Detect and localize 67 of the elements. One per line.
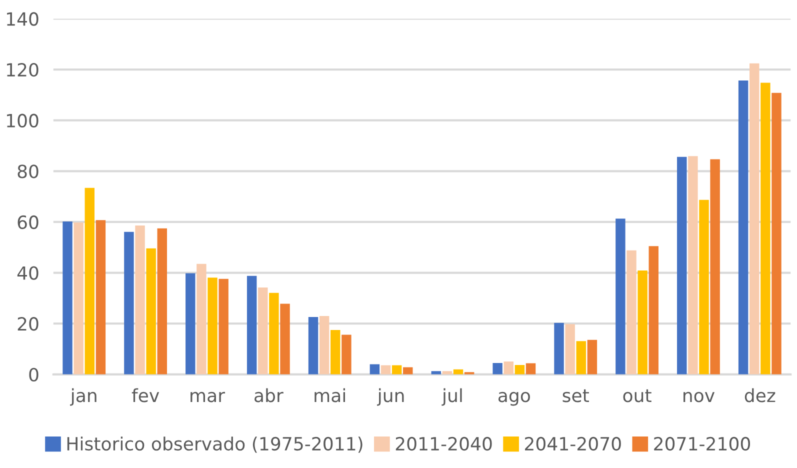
bar bbox=[738, 80, 748, 374]
bar bbox=[514, 365, 525, 374]
y-tick-label: 100 bbox=[7, 114, 38, 128]
bar bbox=[186, 273, 196, 374]
bar bbox=[492, 362, 502, 374]
bar bbox=[135, 226, 145, 374]
y-tick-label: 80 bbox=[18, 164, 38, 178]
x-tick-label: jan bbox=[70, 388, 96, 406]
bar bbox=[576, 341, 586, 374]
bar bbox=[84, 188, 95, 374]
bar bbox=[330, 330, 340, 374]
bar bbox=[218, 278, 228, 374]
bar bbox=[319, 316, 330, 374]
bar bbox=[616, 218, 626, 374]
bar bbox=[74, 222, 84, 374]
x-tick-label: mai bbox=[314, 388, 345, 402]
bar bbox=[124, 232, 134, 374]
bar bbox=[196, 264, 206, 374]
y-tick-label: 60 bbox=[18, 215, 38, 230]
y-tick-label: 40 bbox=[17, 266, 38, 280]
x-tick-label: nov bbox=[684, 392, 715, 402]
bar bbox=[710, 159, 720, 374]
x-tick-label: out bbox=[623, 389, 652, 402]
bar bbox=[62, 221, 72, 374]
bar bbox=[280, 304, 290, 374]
x-tick-label: jun bbox=[377, 388, 404, 406]
bar bbox=[380, 365, 391, 374]
y-tick-label: 20 bbox=[18, 317, 38, 331]
y-tick-label: 140 bbox=[7, 12, 38, 26]
x-tick-label: mar bbox=[190, 392, 226, 402]
x-tick-label: dez bbox=[744, 388, 776, 402]
bar bbox=[638, 270, 648, 374]
bar bbox=[308, 316, 318, 374]
bar bbox=[772, 92, 782, 374]
x-tick-label: fev bbox=[132, 388, 160, 402]
bar bbox=[392, 365, 402, 374]
bar bbox=[626, 250, 636, 374]
legend-label: Historico observado (1975-2011) bbox=[67, 436, 362, 453]
legend-label: 2041-2070 bbox=[525, 436, 621, 451]
bar bbox=[269, 292, 279, 374]
bar bbox=[750, 63, 760, 374]
y-tick-label: 0 bbox=[29, 368, 38, 382]
bar bbox=[96, 220, 106, 374]
bar bbox=[677, 156, 687, 374]
bar bbox=[146, 248, 156, 374]
bar bbox=[554, 322, 564, 374]
bar bbox=[157, 228, 168, 374]
bar bbox=[246, 276, 257, 374]
bar bbox=[370, 364, 380, 374]
bar bbox=[699, 200, 709, 374]
x-tick-label: jul bbox=[442, 388, 462, 406]
x-tick-label: ago bbox=[498, 392, 530, 406]
bar bbox=[688, 156, 698, 374]
x-tick-label: abr bbox=[254, 388, 284, 402]
bar bbox=[342, 334, 352, 374]
bar bbox=[760, 82, 770, 374]
x-tick-label: set bbox=[562, 389, 589, 402]
y-tick-label: 120 bbox=[7, 62, 38, 77]
bar bbox=[587, 340, 598, 374]
bar bbox=[526, 363, 536, 374]
legend-label: 2011-2040 bbox=[396, 436, 492, 451]
bar bbox=[648, 246, 658, 374]
bar bbox=[258, 288, 268, 374]
legend-label: 2071-2100 bbox=[654, 436, 750, 451]
bar bbox=[208, 278, 218, 374]
bar bbox=[504, 361, 514, 374]
bar bbox=[565, 324, 575, 374]
